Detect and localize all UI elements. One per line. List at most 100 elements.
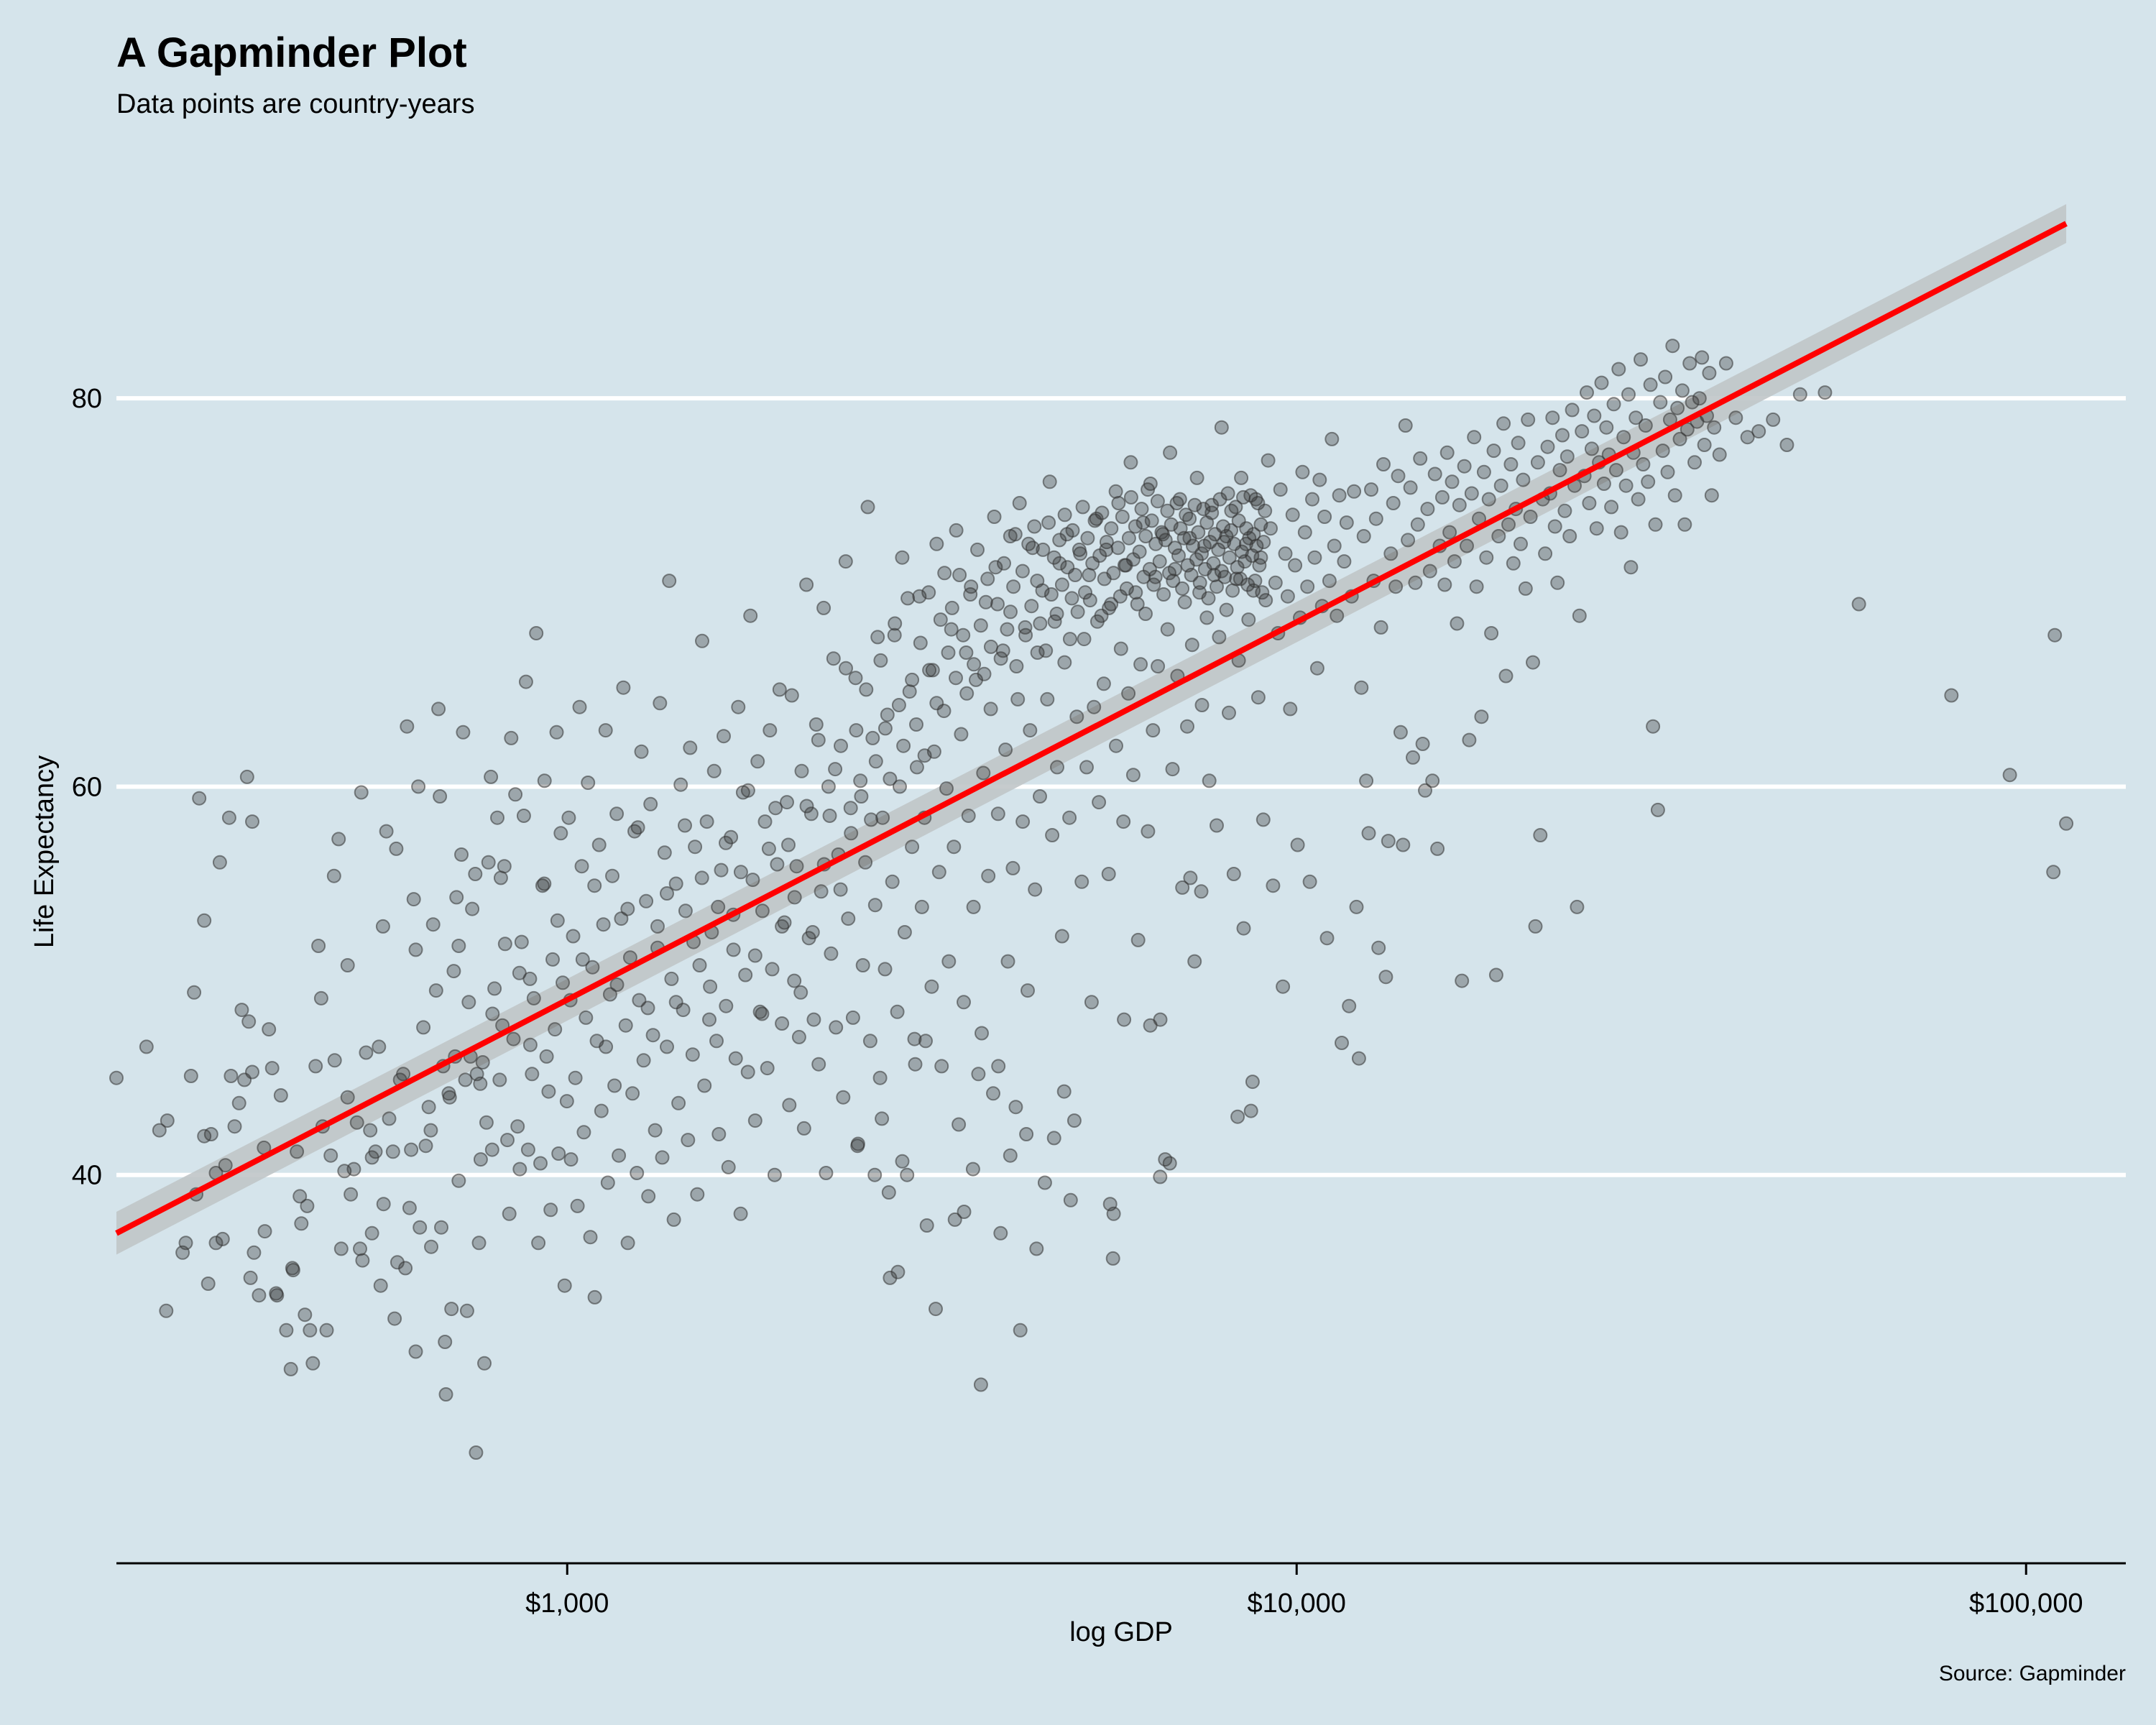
data-point	[575, 952, 590, 967]
data-point	[1670, 400, 1685, 415]
data-point	[1258, 503, 1273, 518]
data-point	[1049, 607, 1064, 621]
x-axis-label: log GDP	[1069, 1617, 1173, 1647]
data-point	[664, 971, 679, 986]
data-point	[799, 799, 814, 814]
data-point	[525, 1067, 540, 1082]
data-point	[660, 886, 674, 901]
data-point	[1005, 860, 1021, 875]
data-point	[484, 1142, 499, 1157]
data-point	[444, 1302, 459, 1317]
data-point	[264, 1061, 280, 1076]
data-point	[1074, 874, 1089, 889]
data-point	[1158, 533, 1173, 548]
data-point	[998, 742, 1013, 758]
data-point	[1646, 719, 1661, 734]
data-point	[908, 1057, 923, 1072]
data-point	[1560, 449, 1575, 464]
data-point	[1133, 657, 1148, 672]
data-point	[602, 987, 617, 1002]
data-point	[1643, 377, 1658, 392]
data-point	[1184, 638, 1199, 653]
data-point	[543, 1202, 558, 1218]
data-point	[770, 857, 785, 872]
data-point	[745, 873, 760, 888]
data-point	[896, 738, 911, 753]
data-point	[1054, 929, 1069, 944]
axes: $1,000 $10,000 $100,000 40 60 80	[72, 384, 2126, 1619]
data-point	[1070, 604, 1085, 620]
data-point	[1545, 410, 1560, 426]
data-point	[828, 762, 843, 777]
data-point	[559, 1094, 574, 1109]
data-point	[1356, 529, 1371, 543]
data-point	[398, 1261, 413, 1276]
data-point	[937, 566, 952, 581]
data-point	[1167, 540, 1182, 556]
data-point	[1012, 496, 1027, 510]
data-point	[721, 1159, 736, 1174]
data-point	[1214, 420, 1229, 435]
data-point	[957, 1205, 972, 1219]
data-point	[1285, 507, 1300, 523]
data-point	[711, 1127, 727, 1141]
data-point	[1192, 575, 1207, 590]
data-point	[1063, 1192, 1078, 1208]
data-point	[1183, 870, 1198, 886]
data-point	[1028, 882, 1043, 897]
data-point	[875, 810, 890, 825]
data-point	[1283, 702, 1298, 717]
data-point	[1307, 550, 1322, 565]
data-point	[473, 1152, 488, 1167]
data-point	[1332, 488, 1347, 503]
data-point	[459, 1303, 474, 1318]
data-point	[961, 809, 976, 823]
data-point	[855, 958, 870, 972]
data-point	[1150, 494, 1165, 509]
data-point	[997, 556, 1011, 571]
data-point	[811, 1057, 826, 1072]
data-point	[787, 890, 802, 905]
data-point	[719, 835, 733, 850]
data-point	[1518, 581, 1533, 596]
data-point	[1015, 564, 1030, 579]
data-point	[703, 979, 718, 994]
data-point	[941, 954, 957, 969]
data-point	[1130, 597, 1145, 612]
data-point	[1516, 472, 1531, 487]
data-point	[545, 952, 560, 967]
data-point	[1636, 457, 1651, 472]
data-point	[1493, 478, 1508, 493]
data-point	[183, 1069, 198, 1083]
data-point	[757, 814, 773, 829]
data-point	[949, 523, 964, 538]
data-point	[1116, 814, 1131, 829]
data-point	[1530, 455, 1545, 470]
data-point	[1295, 464, 1310, 479]
data-point	[1160, 622, 1175, 637]
data-point	[1104, 521, 1119, 536]
data-point	[1526, 655, 1540, 670]
data-point	[947, 1212, 962, 1227]
data-point	[946, 840, 962, 855]
data-point	[1217, 569, 1233, 584]
data-point	[1677, 517, 1692, 532]
data-point	[1008, 1100, 1023, 1115]
data-point	[402, 1200, 417, 1215]
data-point	[1268, 575, 1283, 590]
data-point	[1547, 519, 1562, 534]
data-point	[1194, 884, 1209, 899]
data-point	[533, 1156, 548, 1171]
data-point	[531, 1236, 546, 1251]
data-point	[1033, 789, 1047, 804]
data-point	[594, 1103, 609, 1118]
data-point	[434, 1220, 448, 1235]
data-point	[755, 903, 770, 919]
data-point	[1082, 593, 1097, 608]
data-point	[1297, 525, 1312, 540]
data-point	[965, 1162, 980, 1177]
data-point	[853, 773, 868, 788]
data-point	[902, 684, 917, 699]
data-point	[666, 1212, 681, 1227]
data-point	[850, 1138, 865, 1154]
